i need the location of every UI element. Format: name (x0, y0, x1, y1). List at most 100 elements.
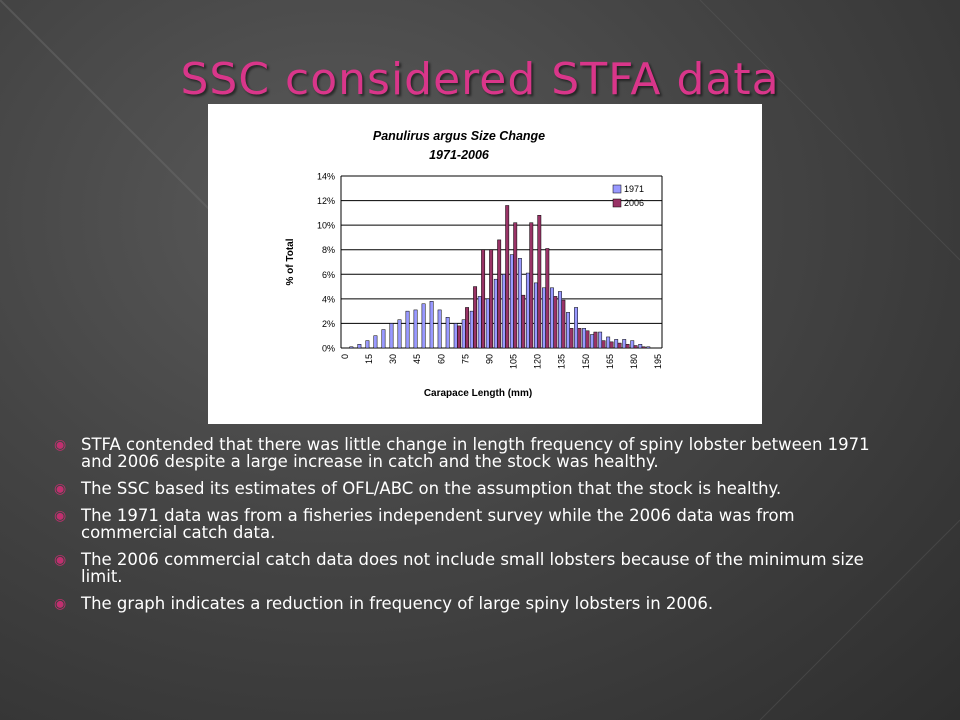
bar-1971 (550, 287, 554, 349)
bar-2006 (609, 341, 614, 349)
bullet-text: STFA contended that there was little cha… (81, 435, 870, 471)
bar-1971 (405, 310, 410, 349)
x-tick-label: 90 (484, 354, 494, 364)
y-tick-label: 6% (322, 270, 335, 280)
bullet-item: ◉ The SSC based its estimates of OFL/ABC … (52, 480, 882, 497)
bar-2006 (521, 294, 526, 349)
legend-swatch-2006 (612, 198, 622, 208)
bar-1971 (397, 319, 402, 349)
bar-1971 (453, 323, 458, 349)
x-tick-label: 60 (436, 354, 446, 364)
bar-1971 (614, 339, 619, 349)
x-axis-label: Carapace Length (mm) (424, 388, 532, 399)
circle-bullet-icon: ◉ (54, 481, 67, 497)
bar-2006 (585, 330, 590, 349)
bar-1971 (365, 340, 370, 349)
bar-1971 (477, 296, 482, 349)
chart-image: Panulirus argus Size Change 1971-2006 0%… (208, 104, 762, 424)
bar-2006 (481, 249, 486, 349)
bar-2006 (545, 248, 550, 349)
chart-subtitle: 1971-2006 (429, 148, 490, 162)
bar-2006 (633, 345, 638, 349)
bar-2006 (505, 205, 510, 349)
bar-2006 (641, 346, 646, 349)
x-tick-label: 45 (412, 354, 422, 364)
y-tick-label: 4% (322, 294, 335, 304)
bar-2006 (561, 299, 566, 349)
bar-1971 (485, 298, 490, 349)
bar-2006 (489, 249, 494, 349)
bar-2006 (537, 215, 542, 349)
bar-1971 (461, 319, 466, 349)
size-change-chart: Panulirus argus Size Change 1971-2006 0%… (285, 129, 663, 399)
bullet-item: ◉ The 1971 data was from a fisheries inde… (52, 507, 882, 541)
bar-1971 (421, 303, 426, 349)
bar-1971 (493, 278, 498, 349)
bar-1971 (381, 329, 386, 349)
bullet-text: The 1971 data was from a fisheries indep… (81, 506, 795, 542)
bar-1971 (646, 346, 651, 349)
bar-2006 (529, 222, 534, 349)
bar-2006 (593, 331, 598, 349)
x-tick-label: 105 (509, 354, 519, 369)
bar-1971 (429, 301, 434, 349)
bar-2006 (625, 344, 630, 349)
bar-2006 (513, 222, 518, 349)
legend-label-2006: 2006 (624, 198, 644, 208)
bar-1971 (622, 339, 627, 349)
y-tick-label: 2% (322, 319, 335, 329)
bar-2006 (473, 286, 478, 349)
bar-1971 (525, 272, 530, 349)
bar-1971 (542, 287, 546, 349)
x-tick-label: 180 (629, 354, 639, 369)
bar-1971 (413, 309, 418, 349)
chart-title: Panulirus argus Size Change (373, 129, 545, 143)
bar-1971 (349, 346, 354, 349)
bar-1971 (509, 254, 514, 349)
legend-swatch-1971 (612, 184, 622, 194)
y-tick-label: 10% (317, 221, 335, 231)
bar-2006 (617, 342, 622, 349)
circle-bullet-icon: ◉ (54, 552, 67, 568)
bar-1971 (389, 323, 394, 349)
bar-1971 (517, 258, 522, 349)
bar-1971 (574, 307, 578, 349)
circle-bullet-icon: ◉ (54, 508, 67, 524)
x-tick-label: 135 (557, 354, 567, 369)
x-tick-label: 0 (340, 354, 350, 359)
y-tick-label: 12% (317, 196, 335, 206)
x-tick-label: 165 (605, 354, 615, 369)
bar-1971 (373, 335, 378, 349)
x-tick-label: 120 (533, 354, 543, 369)
slide-title: SSC considered STFA data (180, 54, 780, 105)
bar-2006 (569, 328, 574, 349)
bar-1971 (638, 344, 643, 349)
y-tick-label: 8% (322, 245, 335, 255)
bar-1971 (501, 274, 506, 349)
bar-1971 (630, 340, 635, 349)
y-tick-label: 0% (322, 344, 335, 354)
bar-1971 (606, 336, 611, 349)
bar-1971 (357, 344, 362, 349)
circle-bullet-icon: ◉ (54, 596, 67, 612)
x-tick-label: 15 (364, 354, 374, 364)
legend-label-1971: 1971 (624, 184, 644, 194)
x-tick-label: 30 (388, 354, 398, 364)
circle-bullet-icon: ◉ (54, 437, 67, 453)
y-tick-label: 14% (317, 172, 335, 182)
bar-2006 (577, 328, 582, 349)
bullet-text: The 2006 commercial catch data does not … (81, 550, 864, 586)
bar-1971 (566, 312, 570, 349)
bar-2006 (497, 239, 502, 349)
bar-2006 (553, 296, 558, 349)
bar-1971 (437, 309, 442, 349)
bar-1971 (590, 334, 595, 349)
bullet-text: The SSC based its estimates of OFL/ABC o… (81, 479, 782, 498)
bullet-item: ◉ The graph indicates a reduction in freq… (52, 595, 882, 612)
bullet-item: ◉ STFA contended that there was little ch… (52, 436, 882, 470)
bar-1971 (598, 331, 603, 349)
bar-2006 (465, 307, 470, 349)
x-tick-label: 195 (653, 354, 663, 369)
bar-2006 (601, 340, 606, 349)
bar-1971 (582, 328, 587, 349)
